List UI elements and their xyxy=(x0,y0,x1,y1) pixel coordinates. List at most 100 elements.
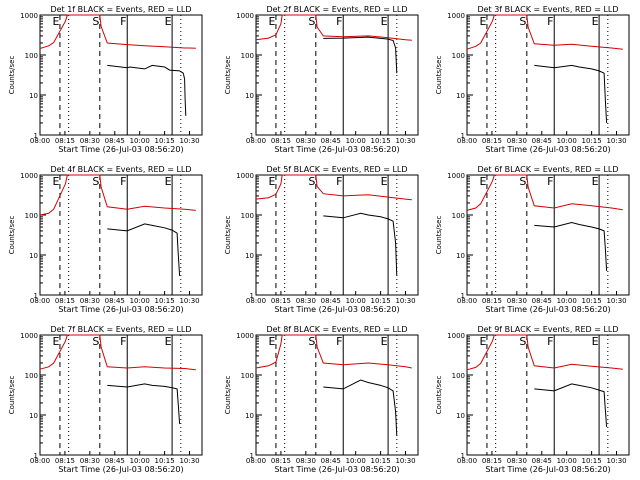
y-tick-label: 1 xyxy=(250,132,254,140)
event-marker-label: F xyxy=(336,175,342,188)
event-marker-label: S xyxy=(92,175,99,188)
y-tick-label: 100 xyxy=(241,372,254,380)
x-tick-label: 08:30 xyxy=(80,457,100,465)
y-tick-label: 1000 xyxy=(447,332,465,340)
y-tick-label: 100 xyxy=(452,52,465,60)
y-axis-label: Counts/sec xyxy=(8,376,16,415)
plot-frame xyxy=(255,14,419,136)
x-tick-label: 10:15 xyxy=(582,137,602,145)
y-axis-label: Counts/sec xyxy=(8,56,16,95)
x-tick-label: 10:30 xyxy=(606,457,626,465)
x-tick-label: 08:00 xyxy=(457,137,477,145)
event-marker-label: E xyxy=(479,15,486,28)
lld-rate-line xyxy=(39,174,196,216)
event-marker-label: E xyxy=(52,335,59,348)
event-marker-label: S xyxy=(92,15,99,28)
x-tick-label: 10:15 xyxy=(371,137,391,145)
event-marker-label: F xyxy=(547,335,553,348)
x-tick-label: 10:30 xyxy=(179,137,199,145)
plot-frame xyxy=(466,14,630,136)
event-marker-label: F xyxy=(547,15,553,28)
event-marker-label: F xyxy=(336,335,342,348)
x-tick-label: 10:15 xyxy=(155,457,175,465)
events-rate-line xyxy=(107,64,187,116)
chart-panel: Det 4f BLACK = Events, RED = LLD 1 10 100 10… xyxy=(8,165,203,314)
plot-frame xyxy=(466,174,630,296)
y-tick-label: 100 xyxy=(241,212,254,220)
x-tick-label: 10:30 xyxy=(395,297,415,305)
event-marker-label: S xyxy=(308,175,315,188)
y-tick-label: 1000 xyxy=(20,12,38,20)
chart-panel: Det 8f BLACK = Events, RED = LLD 1 10 100 10… xyxy=(224,325,419,474)
event-marker-label: F xyxy=(120,15,126,28)
x-axis-label: Start Time (26-Jul-03 08:56:20) xyxy=(58,465,183,474)
x-tick-label: 08:15 xyxy=(55,297,75,305)
y-tick-label: 10 xyxy=(245,412,254,420)
event-marker-label: E xyxy=(268,15,275,28)
x-tick-label: 08:15 xyxy=(271,137,291,145)
plot-frame xyxy=(466,334,630,456)
x-tick-label: 08:45 xyxy=(321,137,341,145)
x-tick-label: 08:30 xyxy=(80,297,100,305)
y-tick-label: 10 xyxy=(29,252,38,260)
x-tick-label: 10:00 xyxy=(130,297,150,305)
x-tick-label: 10:00 xyxy=(130,457,150,465)
x-tick-label: 10:00 xyxy=(346,137,366,145)
events-rate-line xyxy=(107,223,181,276)
y-tick-label: 10 xyxy=(456,92,465,100)
lld-rate-line xyxy=(39,334,196,371)
x-axis-label: Start Time (26-Jul-03 08:56:20) xyxy=(274,305,399,314)
y-tick-label: 1 xyxy=(250,452,254,460)
events-rate-line xyxy=(323,36,398,74)
event-marker-label: E xyxy=(165,15,172,28)
x-tick-label: 08:45 xyxy=(105,457,125,465)
chart-title: Det 9f BLACK = Events, RED = LLD xyxy=(477,325,618,334)
x-tick-label: 08:00 xyxy=(246,137,266,145)
y-axis-label: Counts/sec xyxy=(224,376,232,415)
plot-frame xyxy=(255,334,419,456)
lld-rate-line xyxy=(466,14,623,50)
y-tick-label: 1 xyxy=(461,132,465,140)
lld-rate-line xyxy=(255,334,412,369)
x-tick-label: 08:00 xyxy=(457,457,477,465)
x-tick-label: 10:00 xyxy=(557,137,577,145)
x-tick-label: 08:45 xyxy=(532,137,552,145)
y-tick-label: 1 xyxy=(34,132,38,140)
event-marker-label: E xyxy=(381,335,388,348)
chart-panel: Det 3f BLACK = Events, RED = LLD 1 10 100 10… xyxy=(435,5,630,154)
events-rate-line xyxy=(534,221,608,271)
x-tick-label: 08:00 xyxy=(246,457,266,465)
x-axis-label: Start Time (26-Jul-03 08:56:20) xyxy=(485,465,610,474)
x-tick-label: 10:30 xyxy=(179,297,199,305)
x-axis-label: Start Time (26-Jul-03 08:56:20) xyxy=(485,305,610,314)
lld-rate-line xyxy=(255,14,412,41)
y-tick-label: 100 xyxy=(452,212,465,220)
event-marker-label: S xyxy=(92,335,99,348)
x-tick-label: 08:45 xyxy=(105,297,125,305)
event-marker-label: S xyxy=(519,15,526,28)
chart-title: Det 5f BLACK = Events, RED = LLD xyxy=(266,165,407,174)
x-axis-label: Start Time (26-Jul-03 08:56:20) xyxy=(274,465,399,474)
x-tick-label: 10:30 xyxy=(395,137,415,145)
x-tick-label: 08:30 xyxy=(80,137,100,145)
y-tick-label: 10 xyxy=(456,412,465,420)
lld-rate-line xyxy=(39,14,196,49)
x-tick-label: 10:15 xyxy=(582,297,602,305)
x-tick-label: 10:15 xyxy=(155,297,175,305)
y-tick-label: 1000 xyxy=(236,332,254,340)
y-tick-label: 1 xyxy=(461,292,465,300)
chart-title: Det 7f BLACK = Events, RED = LLD xyxy=(50,325,191,334)
x-tick-label: 08:15 xyxy=(271,457,291,465)
y-axis-label: Counts/sec xyxy=(435,376,443,415)
x-tick-label: 08:45 xyxy=(321,297,341,305)
event-marker-label: E xyxy=(268,175,275,188)
x-tick-label: 08:45 xyxy=(532,457,552,465)
chart-panel: Det 1f BLACK = Events, RED = LLD 1 10 100 10… xyxy=(8,5,203,154)
event-marker-label: E xyxy=(381,15,388,28)
x-tick-label: 08:30 xyxy=(507,457,527,465)
x-tick-label: 08:15 xyxy=(55,457,75,465)
y-tick-label: 100 xyxy=(452,372,465,380)
x-tick-label: 08:15 xyxy=(271,297,291,305)
x-tick-label: 10:00 xyxy=(346,297,366,305)
x-tick-label: 08:30 xyxy=(507,297,527,305)
